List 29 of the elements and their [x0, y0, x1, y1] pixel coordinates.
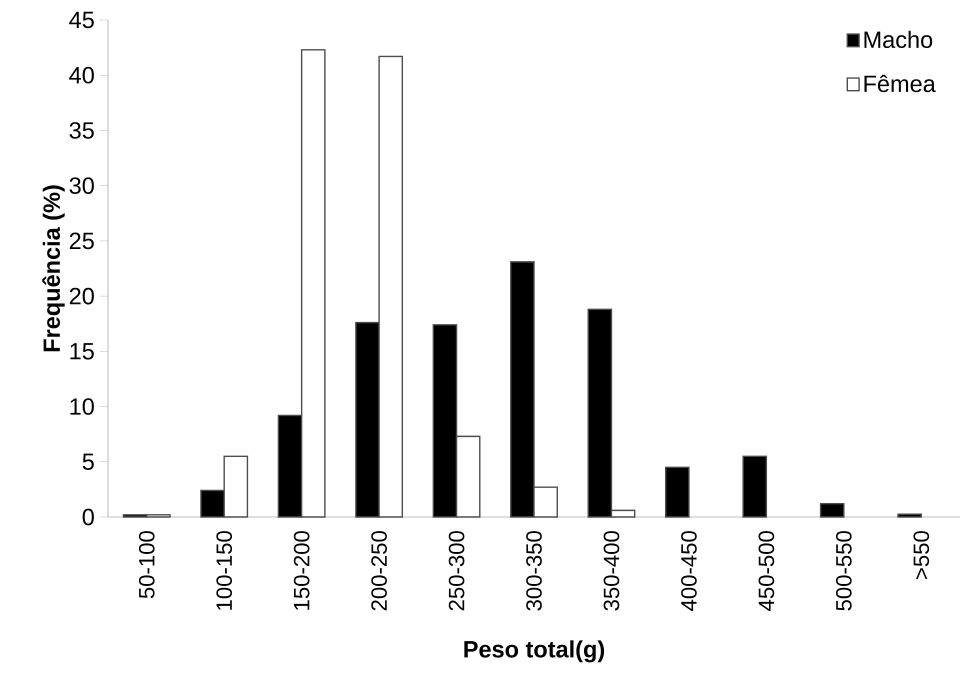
bar — [820, 503, 845, 518]
legend-label: Fêmea — [864, 74, 936, 92]
y-tick-label: 0 — [82, 508, 94, 526]
y-tick-label: 25 — [70, 232, 94, 250]
y-tick-label: 45 — [69, 12, 94, 28]
x-tick-label: 450-500 — [758, 531, 774, 611]
x-tick-label: 300-350 — [526, 531, 542, 611]
y-tick-label: 40 — [69, 66, 94, 84]
x-tick-label: 50-100 — [138, 531, 155, 598]
x-tick-label: 500-550 — [836, 531, 852, 611]
y-tick-label: 30 — [70, 177, 94, 194]
y-tick-label: 5 — [82, 454, 94, 470]
x-tick-label: 350-400 — [604, 531, 620, 611]
legend-label: Macho — [864, 30, 932, 48]
x-tick-label: 400-450 — [681, 531, 697, 611]
x-tick-label: 100-150 — [216, 531, 232, 610]
x-tick-label: >550 — [913, 531, 930, 579]
x-axis-title: Peso total(g) — [464, 640, 604, 662]
y-tick-label: 20 — [70, 288, 94, 304]
bar — [664, 466, 690, 518]
bar — [742, 456, 768, 518]
x-tick-label: 200-250 — [371, 531, 387, 610]
y-tick-label: 10 — [70, 398, 94, 415]
y-axis-title: Frequência (%) — [42, 185, 65, 352]
y-tick-label: 35 — [70, 122, 94, 139]
x-tick-label: 250-300 — [448, 531, 464, 610]
x-tick-label: 150-200 — [294, 531, 310, 610]
bar — [897, 514, 922, 518]
y-tick-label: 15 — [70, 343, 94, 360]
